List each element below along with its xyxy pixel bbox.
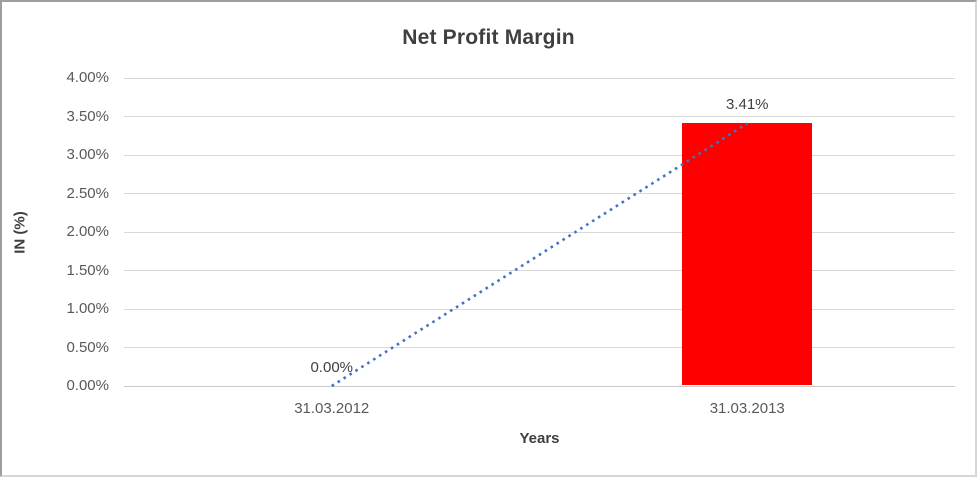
y-tick-label: 1.00% <box>66 300 109 317</box>
gridline <box>124 116 955 117</box>
data-label: 3.41% <box>725 96 769 114</box>
gridline <box>124 308 955 310</box>
gridline <box>124 270 955 271</box>
gridline <box>124 193 955 194</box>
y-tick-label: 1.50% <box>66 261 109 279</box>
gridline <box>124 154 955 156</box>
y-tick-label: 4.00% <box>66 69 109 86</box>
y-tick-label: 2.50% <box>66 184 109 202</box>
gridline <box>124 77 955 79</box>
gridline <box>124 231 955 233</box>
x-axis-title: Years <box>519 430 560 447</box>
x-tick-label: 31.03.2013 <box>709 400 785 417</box>
y-tick-label: 0.00% <box>66 377 109 394</box>
x-tick-label: 31.03.2012 <box>294 400 370 417</box>
x-axis-line <box>124 385 955 387</box>
bar-31.03.2013 <box>682 123 813 385</box>
y-tick-label: 3.50% <box>66 107 109 125</box>
gridline <box>124 347 955 348</box>
y-tick-label: 0.50% <box>66 338 109 356</box>
y-tick-label: 2.00% <box>66 223 109 240</box>
chart-title: Net Profit Margin <box>402 26 575 49</box>
y-tick-label: 3.00% <box>66 146 109 163</box>
data-label: 0.00% <box>310 359 354 376</box>
